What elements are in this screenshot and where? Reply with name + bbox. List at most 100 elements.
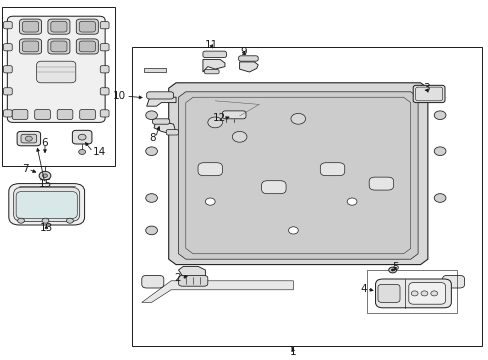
- Circle shape: [410, 291, 417, 296]
- Circle shape: [346, 198, 356, 205]
- Text: 3: 3: [422, 83, 429, 93]
- Circle shape: [232, 131, 246, 142]
- FancyBboxPatch shape: [203, 51, 226, 58]
- Text: 12: 12: [212, 113, 225, 123]
- Text: 4: 4: [359, 284, 366, 294]
- FancyBboxPatch shape: [3, 22, 12, 29]
- Circle shape: [145, 111, 157, 120]
- FancyBboxPatch shape: [48, 19, 70, 34]
- Circle shape: [79, 149, 85, 154]
- FancyBboxPatch shape: [100, 22, 109, 29]
- Text: 13: 13: [40, 222, 53, 233]
- FancyBboxPatch shape: [57, 109, 73, 120]
- Polygon shape: [454, 65, 468, 313]
- FancyBboxPatch shape: [51, 21, 67, 32]
- Circle shape: [433, 111, 445, 120]
- Circle shape: [288, 227, 298, 234]
- FancyBboxPatch shape: [22, 21, 39, 32]
- Text: 15: 15: [38, 179, 52, 189]
- FancyBboxPatch shape: [166, 130, 178, 135]
- Circle shape: [430, 291, 437, 296]
- Polygon shape: [137, 302, 468, 326]
- Circle shape: [207, 117, 222, 128]
- FancyBboxPatch shape: [146, 92, 173, 99]
- Text: 6: 6: [41, 138, 48, 148]
- FancyBboxPatch shape: [442, 275, 464, 288]
- Circle shape: [390, 269, 393, 271]
- FancyBboxPatch shape: [152, 119, 169, 124]
- Polygon shape: [144, 68, 166, 72]
- Circle shape: [145, 226, 157, 235]
- Text: 10: 10: [113, 91, 126, 101]
- Text: 5: 5: [391, 262, 398, 273]
- Text: 1: 1: [289, 347, 296, 357]
- FancyBboxPatch shape: [377, 284, 399, 302]
- Text: 2: 2: [174, 273, 181, 283]
- Polygon shape: [137, 65, 468, 326]
- Polygon shape: [142, 281, 293, 302]
- FancyBboxPatch shape: [320, 163, 344, 176]
- FancyBboxPatch shape: [3, 66, 12, 73]
- Circle shape: [18, 218, 24, 223]
- FancyBboxPatch shape: [222, 111, 245, 119]
- Polygon shape: [239, 62, 258, 72]
- FancyBboxPatch shape: [35, 109, 50, 120]
- FancyBboxPatch shape: [261, 181, 285, 194]
- FancyBboxPatch shape: [408, 283, 445, 304]
- FancyBboxPatch shape: [368, 177, 393, 190]
- FancyBboxPatch shape: [22, 41, 39, 52]
- Circle shape: [42, 218, 49, 223]
- FancyBboxPatch shape: [238, 56, 258, 61]
- FancyBboxPatch shape: [76, 39, 98, 54]
- FancyBboxPatch shape: [142, 275, 163, 288]
- Polygon shape: [146, 94, 176, 106]
- FancyBboxPatch shape: [72, 130, 92, 144]
- FancyBboxPatch shape: [204, 69, 219, 74]
- FancyBboxPatch shape: [7, 16, 105, 122]
- FancyBboxPatch shape: [100, 110, 109, 117]
- Text: 9: 9: [240, 47, 246, 57]
- FancyBboxPatch shape: [17, 131, 41, 146]
- FancyBboxPatch shape: [21, 134, 37, 143]
- FancyBboxPatch shape: [198, 163, 222, 176]
- Circle shape: [433, 194, 445, 202]
- FancyBboxPatch shape: [9, 184, 84, 225]
- FancyBboxPatch shape: [79, 21, 95, 32]
- FancyBboxPatch shape: [375, 279, 450, 308]
- Circle shape: [290, 113, 305, 124]
- Polygon shape: [154, 120, 175, 133]
- FancyBboxPatch shape: [48, 39, 70, 54]
- FancyBboxPatch shape: [3, 110, 12, 117]
- Circle shape: [145, 147, 157, 156]
- FancyBboxPatch shape: [20, 39, 41, 54]
- FancyBboxPatch shape: [100, 88, 109, 95]
- Polygon shape: [168, 83, 427, 265]
- Circle shape: [39, 171, 51, 180]
- Bar: [2, 7, 115, 166]
- Bar: [132, 47, 481, 346]
- Circle shape: [145, 194, 157, 202]
- Text: 8: 8: [148, 132, 155, 143]
- Circle shape: [25, 136, 32, 141]
- FancyBboxPatch shape: [76, 19, 98, 34]
- FancyBboxPatch shape: [178, 275, 207, 286]
- FancyBboxPatch shape: [14, 187, 80, 221]
- FancyBboxPatch shape: [16, 192, 77, 219]
- Text: 7: 7: [21, 164, 28, 174]
- Circle shape: [78, 134, 86, 140]
- FancyBboxPatch shape: [3, 88, 12, 95]
- FancyBboxPatch shape: [37, 61, 76, 83]
- Polygon shape: [178, 92, 417, 259]
- Circle shape: [433, 147, 445, 156]
- Polygon shape: [178, 266, 205, 277]
- Text: 11: 11: [204, 40, 218, 50]
- Circle shape: [66, 218, 73, 223]
- Text: 14: 14: [93, 147, 106, 157]
- FancyBboxPatch shape: [51, 41, 67, 52]
- FancyBboxPatch shape: [100, 44, 109, 51]
- Polygon shape: [203, 59, 224, 72]
- Circle shape: [42, 174, 47, 177]
- FancyBboxPatch shape: [3, 44, 12, 51]
- Bar: [366, 270, 456, 313]
- FancyBboxPatch shape: [100, 66, 109, 73]
